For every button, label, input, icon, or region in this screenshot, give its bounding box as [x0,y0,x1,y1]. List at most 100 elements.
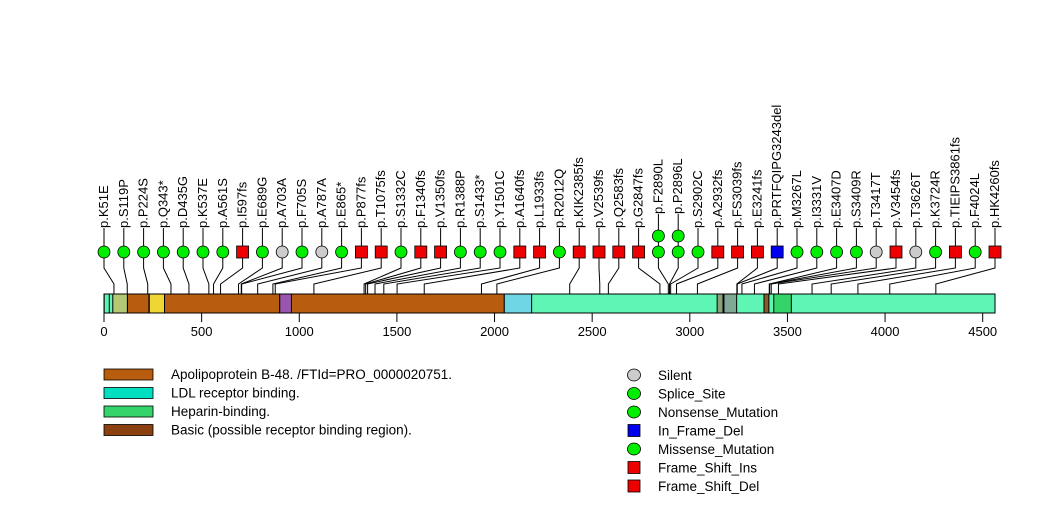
mutation-label: p.FS3039fs [730,161,745,228]
mutation-marker-square [572,245,586,259]
mutation-label: p.G2847fs [631,168,646,228]
legend-label: Heparin-binding. [171,404,270,419]
x-tick-label: 3500 [773,324,802,339]
mutation-label: p.R2012Q [551,169,566,228]
mutation-marker-circle [968,245,982,259]
mutation-label: p.Q2583fs [611,168,626,228]
x-axis: 0 500 1000 1500 2000 2500 3000 3500 4000 4500 [100,313,997,339]
legend-label: In_Frame_Del [658,424,744,439]
mutation-marker-square [533,245,546,259]
mutation-label: p.L1933fs [532,170,547,228]
mutation-marker-circle [275,245,289,259]
legend-label: Frame_Shift_Del [658,479,759,494]
legend-swatch [103,424,154,436]
mutation-label: p.K51E [96,185,111,228]
mutation-label: p.K537E [195,178,210,228]
legend-label: Apolipoprotein B-48. /FTId=PRO_000002075… [171,367,452,382]
mutation-marker-circle [652,245,665,259]
mutation-label: p.Q343* [155,180,170,228]
mutation-marker-circle [850,245,863,259]
mutation-marker-circle [929,245,942,259]
mutation-legend: Silent Splice_Site Nonsense_Mutation In_Fra… [627,368,778,494]
mutation-marker-circle [117,245,131,259]
mutation-label: p.PRTFQIPG3243del [769,105,784,228]
mutation-label: p.A703A [274,178,289,228]
x-tick-label: 0 [100,324,107,339]
mutation-marker-circle [295,245,309,259]
mutation-label: p.F2890L [650,159,665,214]
mutation-marker-square [711,245,725,259]
legend-label: Nonsense_Mutation [658,405,778,420]
mutation-labels: p.K51E p.S119P p.P224S p.Q343* p.D435G p.K537… [96,105,1002,228]
mutation-label: p.E865* [334,182,349,228]
mutation-label: p.E689G [254,177,269,228]
mutation-label: p.S119P [116,179,131,228]
mutation-marker-square [889,245,903,259]
mutation-marker-circle [176,245,190,259]
mutation-label: p.S2902C [690,170,705,228]
mutation-marker-circle [196,245,210,259]
mutation-marker-circle [255,245,269,259]
legend-label: Splice_Site [658,387,726,402]
mutation-label: p.R1388P [452,170,467,228]
mutation-marker-square [513,245,527,259]
mutation-label: p.S1433* [472,175,487,229]
domain-8 [716,293,724,314]
mutation-marker-circle [810,245,824,259]
mutation-label: p.T3417T [868,172,883,228]
legend-swatch [103,387,154,399]
mutation-label: p.P224S [136,178,151,228]
legend-circle-marker [627,387,641,400]
mutation-label: p.A1640fs [512,169,527,228]
mutation-marker-circle [453,245,467,259]
mutation-marker-square [592,245,606,259]
domain-10 [763,293,770,314]
mutation-label: p.A2932fs [710,169,725,228]
legend-square-marker [627,424,641,437]
legend-swatch [103,368,154,381]
domain-legend: Apolipoprotein B-48. /FTId=PRO_000002075… [103,367,452,438]
mutation-label: p.T1075fs [373,170,388,228]
mutation-marker-circle [394,245,408,259]
mutation-marker-circle [909,245,923,259]
domain-0 [103,293,110,314]
domain-2 [126,293,150,314]
mutation-marker-circle [216,245,230,259]
mutation-marker-circle [473,245,487,259]
domain-4 [164,293,281,314]
mutation-marker-circle [671,229,685,243]
legend-square-marker [627,479,641,493]
mutation-marker-circle [652,229,665,243]
mutation-marker-circle [869,245,883,259]
x-tick-label: 1500 [382,324,411,339]
x-tick-label: 4500 [968,324,997,339]
mutation-label: p.M3267L [789,170,804,228]
mutation-label: p.I3331V [809,176,824,228]
domain-6 [290,293,505,314]
legend-label: Frame_Shift_Ins [658,461,757,476]
legend-label: Silent [658,368,692,383]
mutation-marker-square [751,245,764,259]
mutation-markers [97,229,1002,259]
mutation-marker-square [731,245,744,259]
mutation-label: p.F705S [294,179,309,228]
mutation-marker-square [414,245,428,259]
domain-9 [723,293,738,314]
mutation-marker-circle [137,245,151,259]
legend-swatch [103,405,154,418]
mutation-marker-square [434,245,448,259]
mutation-label: p.Y1501C [492,170,507,228]
domain-5 [279,293,292,314]
domain-7 [503,293,533,314]
mutation-label: p.TIEIPS3861fs [947,136,962,228]
legend-label: Missense_Mutation [658,442,774,457]
x-tick-label: 2500 [578,324,607,339]
legend-label: Basic (possible receptor binding region)… [171,423,412,438]
mutation-label: p.F1340fs [413,170,428,228]
x-tick-label: 2000 [480,324,509,339]
legend-square-marker [627,461,641,474]
mutation-label: p.V2539fs [591,169,606,228]
mutation-marker-square [949,245,962,259]
domain-11 [773,293,792,314]
mutation-label: p.F4024L [967,173,982,228]
